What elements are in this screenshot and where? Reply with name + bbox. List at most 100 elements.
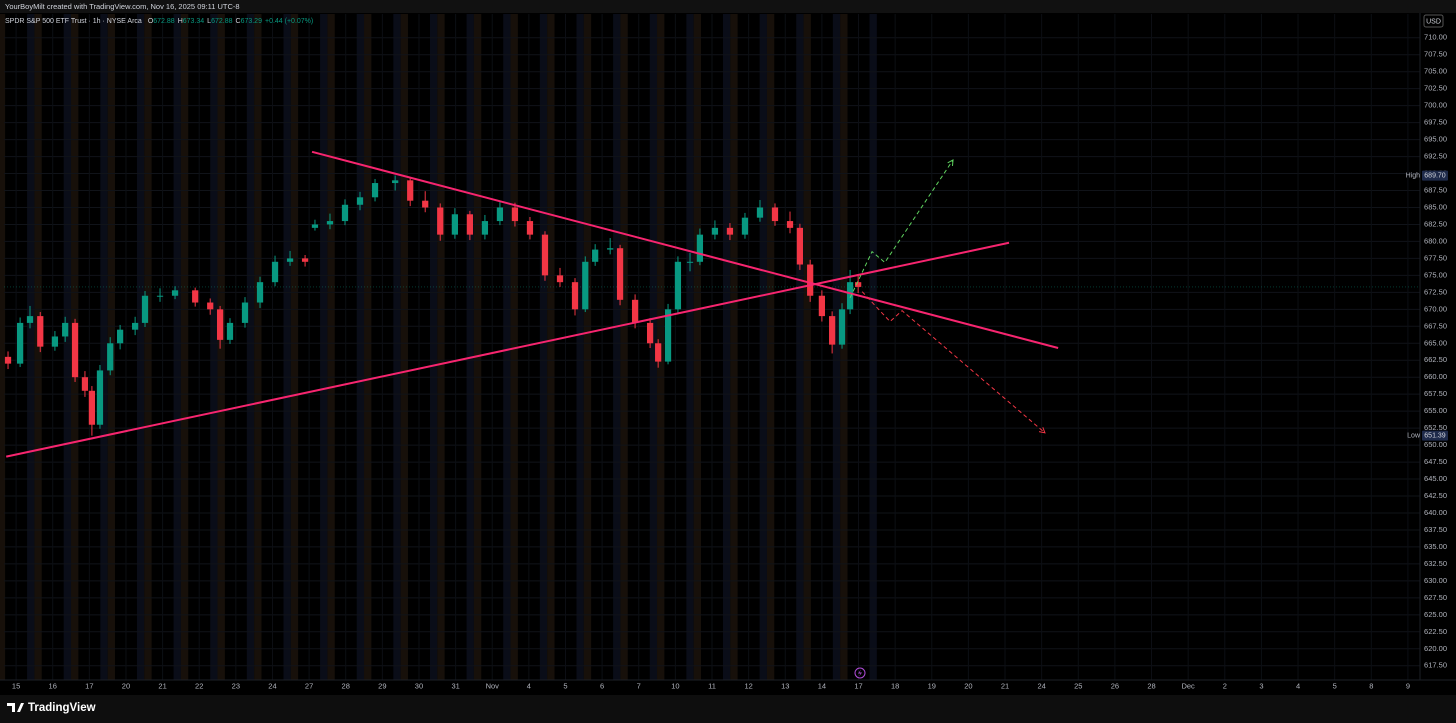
candle-body xyxy=(807,264,814,296)
legend-ohlc-value: 673.29 xyxy=(241,18,263,25)
legend-ohlc-value: 672.88 xyxy=(153,18,175,25)
session-band xyxy=(620,14,628,680)
candle-body xyxy=(541,234,549,276)
candle-body xyxy=(81,377,89,391)
x-tick-label: 22 xyxy=(195,681,203,690)
session-band xyxy=(503,14,511,680)
session-band xyxy=(180,14,189,680)
candle-body xyxy=(696,234,704,262)
x-tick-label: 28 xyxy=(342,681,350,690)
candle-body xyxy=(829,316,836,345)
y-tick-label: 652.50 xyxy=(1424,423,1447,432)
candle-body xyxy=(741,217,749,235)
y-tick-label: 710.00 xyxy=(1424,33,1447,42)
candle-body xyxy=(571,282,579,310)
session-band xyxy=(730,14,738,680)
projection-arrowhead xyxy=(947,159,954,166)
session-band xyxy=(796,14,804,680)
x-tick-label: 31 xyxy=(451,681,459,690)
x-tick-label: 13 xyxy=(781,681,789,690)
y-tick-label: 700.00 xyxy=(1424,101,1447,110)
legend-ohlc-value: 672.88 xyxy=(211,18,233,25)
x-tick-label: 6 xyxy=(600,681,604,690)
legend-ohlc-label: L xyxy=(207,18,211,25)
legend-ohlc-label: H xyxy=(178,18,183,25)
candle-body xyxy=(392,180,399,184)
currency-button[interactable] xyxy=(1423,14,1444,28)
candle-body xyxy=(726,227,734,235)
session-band xyxy=(136,14,145,680)
marker-value: 651.39 xyxy=(1424,433,1446,440)
candle-body xyxy=(62,322,69,337)
candle-body xyxy=(592,249,599,262)
candle-body xyxy=(96,370,104,425)
marker-badge xyxy=(1422,430,1448,441)
candle-body xyxy=(607,248,614,250)
y-tick-label: 680.00 xyxy=(1424,236,1447,245)
candle-body xyxy=(156,295,164,297)
session-band xyxy=(27,14,35,680)
candle-body xyxy=(846,282,854,310)
candle-body xyxy=(171,290,179,296)
session-band xyxy=(400,14,408,680)
candle-body xyxy=(786,221,794,228)
session-band xyxy=(759,14,767,680)
session-band xyxy=(173,14,181,680)
event-icon[interactable] xyxy=(854,667,866,679)
candle-body xyxy=(88,390,96,425)
session-band xyxy=(364,14,372,680)
candle-body xyxy=(4,356,12,364)
x-tick-label: 20 xyxy=(122,681,130,690)
session-band xyxy=(466,14,474,680)
x-tick-label: 27 xyxy=(305,681,313,690)
candle-body xyxy=(256,282,264,303)
y-tick-label: 630.00 xyxy=(1424,576,1447,585)
session-band xyxy=(832,14,841,680)
y-tick-label: 635.00 xyxy=(1424,542,1447,551)
y-tick-label: 702.50 xyxy=(1424,84,1447,93)
legend-change: +0.44 (+0.07%) xyxy=(265,18,313,25)
candle-body xyxy=(686,261,694,263)
y-tick-label: 645.00 xyxy=(1424,474,1447,483)
x-tick-label: 4 xyxy=(1296,681,1300,690)
y-tick-label: 625.00 xyxy=(1424,610,1447,619)
x-tick-label: 15 xyxy=(12,681,20,690)
session-band xyxy=(766,14,775,680)
session-band xyxy=(693,14,702,680)
candle-body xyxy=(241,302,249,323)
y-tick-label: 665.00 xyxy=(1424,338,1447,347)
session-band xyxy=(583,14,592,680)
y-tick-label: 705.00 xyxy=(1424,67,1447,76)
session-band xyxy=(576,14,584,680)
x-tick-label: 30 xyxy=(415,681,423,690)
session-band xyxy=(246,14,255,680)
candle-body xyxy=(311,224,319,228)
x-tick-label: 12 xyxy=(744,681,752,690)
candle-body xyxy=(326,221,334,225)
session-band xyxy=(210,14,218,680)
candle-body xyxy=(756,207,764,218)
footer-bar xyxy=(0,695,1456,723)
y-tick-label: 675.00 xyxy=(1424,270,1447,279)
currency-label[interactable]: USD xyxy=(1426,18,1441,25)
x-tick-label: 5 xyxy=(1333,681,1337,690)
session-band xyxy=(217,14,225,680)
y-tick-label: 650.00 xyxy=(1424,440,1447,449)
x-tick-label: 28 xyxy=(1147,681,1155,690)
y-tick-label: 687.50 xyxy=(1424,185,1447,194)
candle-body xyxy=(466,214,474,235)
x-tick-label: 7 xyxy=(637,681,641,690)
x-tick-label: 2 xyxy=(1223,681,1227,690)
y-tick-label: 637.50 xyxy=(1424,525,1447,534)
y-tick-label: 655.00 xyxy=(1424,406,1447,415)
x-tick-label: 24 xyxy=(268,681,276,690)
session-band xyxy=(429,14,438,680)
legend: SPDR S&P 500 ETF Trust · 1h · NYSE Arca O… xyxy=(5,18,313,25)
session-band xyxy=(0,14,6,680)
candle-body xyxy=(496,207,504,222)
candle-body xyxy=(655,343,662,362)
y-tick-label: 707.50 xyxy=(1424,50,1447,59)
plot-area xyxy=(0,14,1420,680)
legend-ohlc-value: 673.34 xyxy=(183,18,205,25)
candle-body xyxy=(226,322,234,340)
